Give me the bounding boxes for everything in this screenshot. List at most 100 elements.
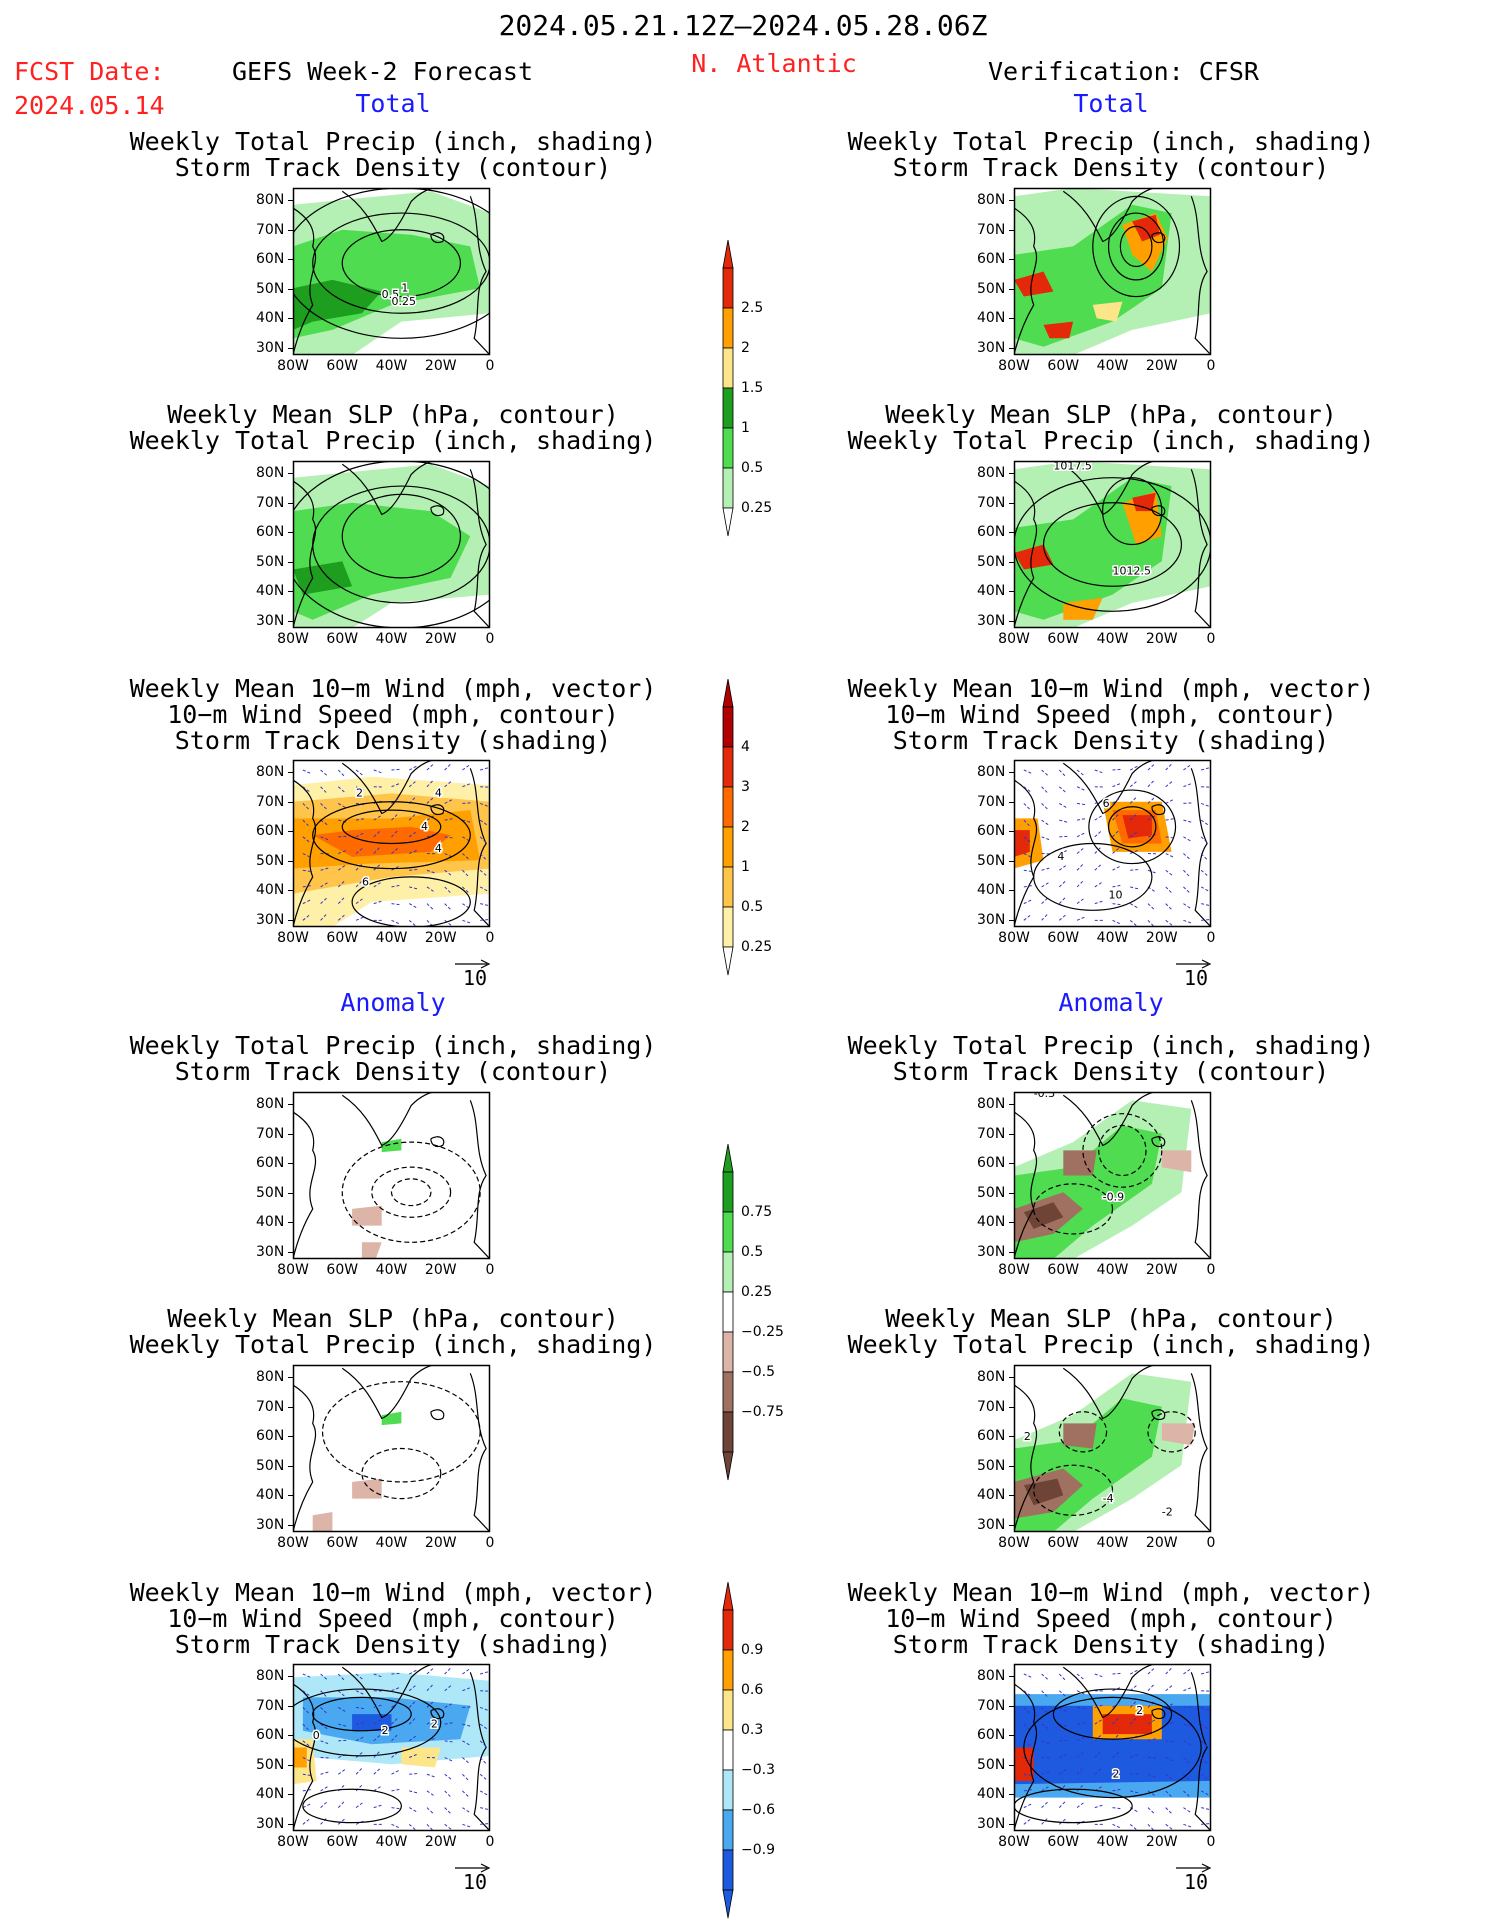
wind-vector [1041, 836, 1051, 841]
panel-title-line: 10−m Wind Speed (mph, contour) [885, 700, 1337, 729]
wind-vector [338, 864, 346, 871]
colorbar-label: 2.5 [741, 300, 764, 316]
wind-vector [1165, 1773, 1174, 1781]
wind-vector [1023, 1818, 1032, 1825]
wind-vector [355, 1751, 364, 1758]
lat-tick [1009, 1524, 1014, 1526]
wind-vector [1112, 1769, 1121, 1775]
colorbar-segment [722, 467, 734, 509]
lat-tick-label: 30N [256, 1516, 285, 1533]
wind-vector [1201, 1822, 1211, 1825]
wind-vector [444, 919, 453, 927]
wind-vector [1183, 1807, 1192, 1814]
wind-vector [320, 1723, 329, 1730]
lat-tick-label: 30N [256, 339, 285, 356]
colorbar-segment [722, 1371, 734, 1413]
wind-vector [1112, 847, 1120, 854]
wind-vector [1201, 1671, 1210, 1675]
contour-line [302, 1788, 402, 1824]
wind-vector [409, 868, 419, 871]
wind-vector [391, 1788, 401, 1792]
lat-tick [1009, 860, 1014, 862]
lon-tick-label: 40W [375, 1262, 408, 1278]
lat-tick [288, 561, 293, 563]
colorbar-cap [722, 507, 734, 537]
coastline [1062, 760, 1156, 815]
lon-tick-label: 80W [998, 631, 1030, 647]
lat-tick-label: 30N [977, 1815, 1006, 1832]
wind-vector [479, 886, 489, 892]
lat-tick [1009, 1676, 1014, 1677]
lat-tick [1009, 502, 1014, 504]
panel-title-line: Weekly Mean SLP (hPa, contour) [167, 400, 619, 429]
map-plot: 2 -4 -2 [1013, 1364, 1212, 1533]
wind-vector [1130, 765, 1139, 771]
lat-tick-label: 50N [256, 280, 285, 297]
contour-line [1052, 1688, 1173, 1740]
lat-tick-label: 40N [977, 310, 1006, 326]
coastline [1062, 1092, 1156, 1147]
vector-reference-label: 10 [1184, 1870, 1209, 1894]
lat-tick [1009, 1222, 1014, 1223]
anom-precip-colorbar [722, 1144, 734, 1481]
wind-vector [1165, 1807, 1173, 1815]
lat-tick [288, 1377, 293, 1378]
wind-vector [1200, 1706, 1210, 1711]
wind-vector [373, 1734, 381, 1742]
wind-vector [1094, 863, 1102, 871]
contour-label: 1017.5 [1053, 459, 1092, 472]
wind-vector [1094, 1734, 1102, 1742]
wind-vector [408, 919, 417, 927]
wind-vector [320, 881, 329, 888]
lat-tick-label: 70N [977, 793, 1006, 810]
wind-vector [480, 1671, 489, 1675]
contour-line [312, 801, 471, 870]
wind-vector [1112, 884, 1122, 888]
wind-vector [1041, 1690, 1049, 1698]
lat-tick-label: 30N [977, 612, 1006, 629]
contour-line [1014, 1788, 1133, 1824]
wind-vector [373, 846, 381, 854]
lat-tick [1009, 1823, 1014, 1825]
wind-vector [302, 1740, 311, 1747]
wind-vector [338, 1768, 346, 1775]
wind-vector [1023, 819, 1031, 827]
colorbar-label: 1.5 [741, 380, 764, 396]
wind-vector [426, 1701, 434, 1708]
lat-tick-label: 80N [256, 1369, 285, 1385]
wind-vector [426, 797, 434, 804]
wind-vector [1058, 1800, 1066, 1808]
wind-vector [1094, 800, 1104, 804]
wind-vector [1094, 1804, 1104, 1809]
wind-vector [1076, 1751, 1085, 1758]
contour-line [1098, 1124, 1147, 1177]
wind-vector [1059, 1753, 1068, 1758]
wind-vector [1200, 853, 1208, 861]
map-frame [292, 460, 491, 629]
lat-tick-label: 60N [256, 1428, 285, 1444]
wind-vector [408, 1735, 417, 1742]
wind-vector [1112, 1807, 1122, 1810]
shading-region [1014, 271, 1054, 297]
colorbar-cap [722, 679, 734, 708]
wind-vector [373, 769, 383, 774]
lat-tick [1009, 1133, 1014, 1135]
wind-vector [373, 1718, 382, 1725]
wind-vector [1165, 886, 1173, 894]
lon-tick-label: 60W [1047, 1834, 1080, 1850]
wind-vector [391, 1823, 400, 1829]
panel-title-line: Storm Track Density (contour) [174, 153, 612, 182]
wind-vector [355, 1820, 365, 1825]
colorbar-segment [722, 1609, 734, 1651]
wind-vector [1076, 1722, 1086, 1725]
lat-tick-label: 30N [256, 612, 285, 629]
wind-vector [1023, 885, 1033, 888]
colorbar-cap [722, 1451, 734, 1481]
wind-vector [409, 1669, 418, 1675]
lon-tick-label: 60W [326, 358, 359, 374]
colorbar-segment [722, 307, 734, 349]
lon-tick-label: 60W [1047, 1262, 1080, 1278]
contour-line [1033, 1183, 1114, 1235]
wind-vector [462, 869, 470, 878]
wind-vector [337, 769, 345, 777]
